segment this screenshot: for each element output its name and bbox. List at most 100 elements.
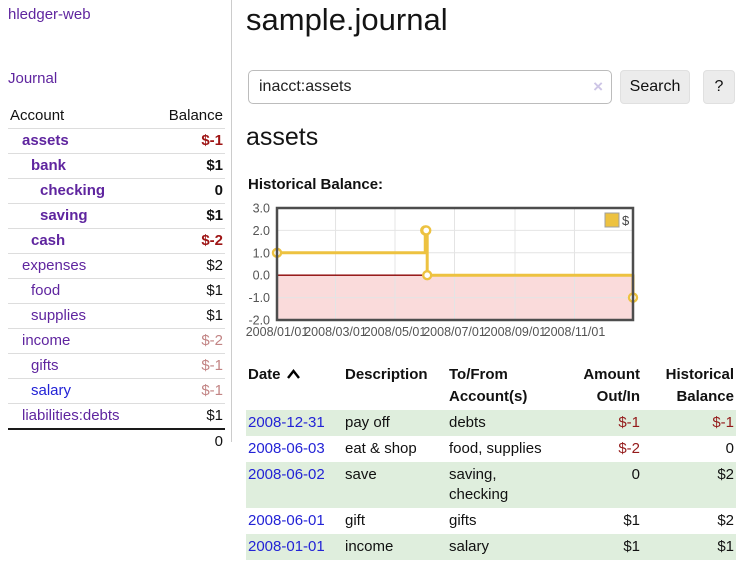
search-input[interactable] (248, 70, 612, 104)
transaction-amount: 0 (547, 462, 642, 508)
account-name-cell: supplies (8, 304, 151, 329)
transaction-amount: $-2 (547, 436, 642, 462)
transaction-date-link[interactable]: 2008-01-01 (248, 538, 325, 555)
account-name-cell: food (8, 279, 151, 304)
transaction-accounts: food, supplies (447, 436, 547, 462)
transaction-date-link[interactable]: 2008-12-31 (248, 414, 325, 431)
register-header-description: Description (343, 362, 447, 410)
page-title: sample.journal (246, 2, 448, 38)
register-header-accounts: To/From Account(s) (447, 362, 547, 410)
accounts-header-balance: Balance (151, 104, 225, 129)
account-row: gifts $-1 (8, 354, 225, 379)
y-tick-label: 3.0 (253, 202, 270, 216)
x-tick-label: 2008/07/01 (423, 325, 486, 339)
account-link[interactable]: food (31, 282, 60, 299)
sidebar-item-journal[interactable]: Journal (8, 70, 57, 87)
account-link[interactable]: expenses (22, 257, 86, 274)
register-row: 2008-06-02savesaving, checking0$2 (246, 462, 736, 508)
account-name-cell: income (8, 329, 151, 354)
account-balance: $1 (151, 304, 225, 329)
account-row: assets $-1 (8, 129, 225, 154)
transaction-date-cell: 2008-01-01 (246, 534, 343, 560)
account-balance: $-1 (151, 379, 225, 404)
register-header-date[interactable]: Date (246, 362, 343, 410)
account-row: supplies $1 (8, 304, 225, 329)
register-header-amount: Amount Out/In (547, 362, 642, 410)
y-tick-label: 0.0 (253, 269, 270, 283)
account-name-cell: salary (8, 379, 151, 404)
help-button[interactable]: ? (703, 70, 735, 104)
transaction-balance: $1 (642, 534, 736, 560)
account-name-cell: checking (8, 179, 151, 204)
sidebar: hledger-web Journal Account Balance asse… (0, 0, 232, 442)
legend-label: $ (622, 213, 630, 228)
transaction-date-cell: 2008-06-02 (246, 462, 343, 508)
account-row: bank $1 (8, 154, 225, 179)
account-link[interactable]: checking (40, 182, 105, 199)
accounts-total-value: 0 (151, 429, 225, 454)
transaction-date-link[interactable]: 2008-06-01 (248, 512, 325, 529)
account-balance: $1 (151, 154, 225, 179)
account-balance: $2 (151, 254, 225, 279)
account-balance: $-1 (151, 354, 225, 379)
transaction-accounts: debts (447, 410, 547, 436)
transaction-date-cell: 2008-06-01 (246, 508, 343, 534)
y-tick-label: 1.0 (253, 246, 270, 260)
account-balance: $1 (151, 279, 225, 304)
transaction-balance: $-1 (642, 410, 736, 436)
register-header-row: Date Description To/From Account(s) Amou… (246, 362, 736, 410)
account-name-cell: liabilities:debts (8, 404, 151, 430)
account-link[interactable]: income (22, 332, 70, 349)
transaction-balance: $2 (642, 508, 736, 534)
data-point-marker (423, 271, 431, 279)
app-brand-link[interactable]: hledger-web (8, 6, 91, 23)
account-link[interactable]: cash (31, 232, 65, 249)
transaction-accounts: gifts (447, 508, 547, 534)
account-link[interactable]: saving (40, 207, 88, 224)
transaction-date-cell: 2008-12-31 (246, 410, 343, 436)
historical-balance-label: Historical Balance: (248, 176, 383, 193)
transaction-amount: $-1 (547, 410, 642, 436)
accounts-balance-table: Account Balance assets $-1 bank $1 checking 0… (8, 104, 225, 454)
search-input-wrapper: × (248, 70, 612, 104)
register-row: 2008-06-03 eat & shopfood, supplies$-20 (246, 436, 736, 462)
account-balance: $1 (151, 204, 225, 229)
account-link[interactable]: bank (31, 157, 66, 174)
transaction-amount: $1 (547, 534, 642, 560)
transaction-date-link[interactable]: 2008-06-03 (248, 440, 325, 457)
account-link[interactable]: gifts (31, 357, 59, 374)
account-row: salary $-1 (8, 379, 225, 404)
account-balance: $-2 (151, 229, 225, 254)
transaction-date-cell: 2008-06-03 (246, 436, 343, 462)
transaction-date-link[interactable]: 2008-06-02 (248, 466, 325, 483)
transaction-description: eat & shop (343, 436, 447, 462)
transaction-description: pay off (343, 410, 447, 436)
register-header-balance: Historical Balance (642, 362, 736, 410)
transaction-balance: 0 (642, 436, 736, 462)
account-name-cell: gifts (8, 354, 151, 379)
x-tick-label: 2008/03/01 (304, 325, 367, 339)
account-link[interactable]: liabilities:debts (22, 407, 120, 424)
account-row: expenses $2 (8, 254, 225, 279)
clear-search-icon[interactable]: × (593, 77, 603, 97)
account-name-cell: cash (8, 229, 151, 254)
search-button[interactable]: Search (620, 70, 690, 104)
account-balance: $-1 (151, 129, 225, 154)
transaction-accounts: salary (447, 534, 547, 560)
account-link[interactable]: assets (22, 132, 69, 149)
transaction-amount: $1 (547, 508, 642, 534)
account-link[interactable]: salary (31, 382, 71, 399)
transaction-description: save (343, 462, 447, 508)
account-balance: $1 (151, 404, 225, 430)
account-row: food $1 (8, 279, 225, 304)
x-tick-label: 2008/01/01 (246, 325, 309, 339)
account-link[interactable]: supplies (31, 307, 86, 324)
accounts-header-row: Account Balance (8, 104, 225, 129)
account-row: checking 0 (8, 179, 225, 204)
y-tick-label: -1.0 (248, 291, 270, 305)
account-row: liabilities:debts $1 (8, 404, 225, 430)
transaction-accounts: saving, checking (447, 462, 547, 508)
account-balance: 0 (151, 179, 225, 204)
account-heading: assets (246, 122, 318, 152)
transaction-description: income (343, 534, 447, 560)
